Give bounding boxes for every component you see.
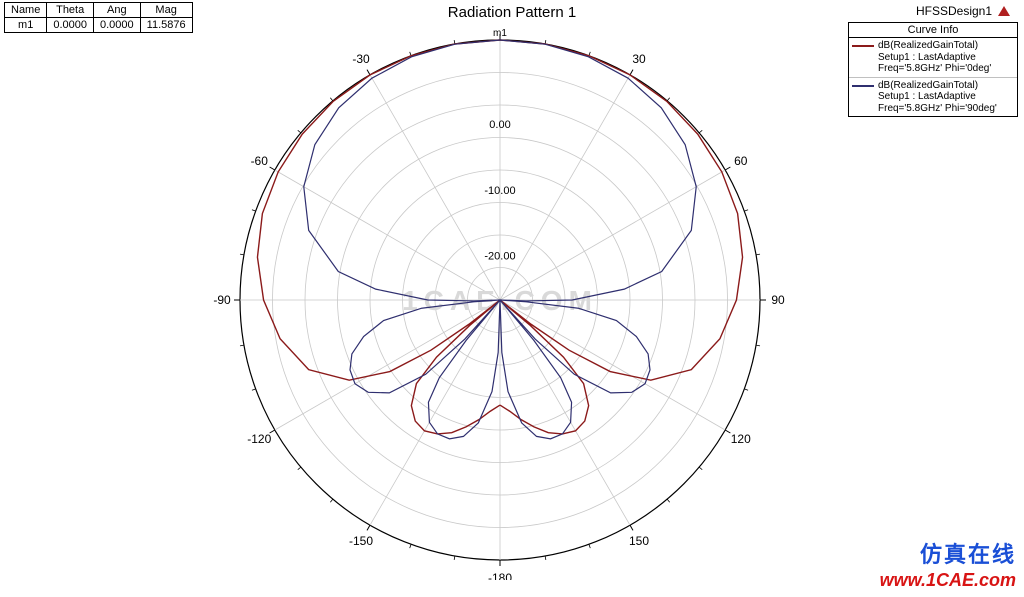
- watermark-url: www.1CAE.com: [880, 570, 1016, 591]
- legend-text: dB(RealizedGainTotal)Setup1 : LastAdapti…: [878, 80, 997, 115]
- marker-table-cell: 0.0000: [94, 18, 141, 33]
- legend-title: Curve Info: [849, 23, 1017, 38]
- legend-item: dB(RealizedGainTotal)Setup1 : LastAdapti…: [849, 38, 1017, 78]
- svg-text:150: 150: [629, 534, 649, 548]
- svg-text:-150: -150: [349, 534, 373, 548]
- marker-table-header: Ang: [94, 3, 141, 18]
- svg-text:-20.00: -20.00: [484, 250, 515, 262]
- marker-table-cell: 0.0000: [47, 18, 94, 33]
- legend-item: dB(RealizedGainTotal)Setup1 : LastAdapti…: [849, 78, 1017, 117]
- legend-swatch: [852, 85, 874, 87]
- svg-text:-60: -60: [251, 154, 269, 168]
- curve-info-legend: Curve Info dB(RealizedGainTotal)Setup1 :…: [848, 22, 1018, 117]
- svg-text:30: 30: [632, 52, 646, 66]
- marker-table-header: Mag: [140, 3, 192, 18]
- svg-text:120: 120: [731, 432, 751, 446]
- marker-table-header: Name: [5, 3, 47, 18]
- design-indicator-icon: [998, 6, 1010, 16]
- polar-chart: -180-150-120-90-60-303060901201501CAE.CO…: [190, 20, 810, 580]
- marker-table-header: Theta: [47, 3, 94, 18]
- svg-text:m1: m1: [493, 28, 507, 39]
- marker-table-row: m10.00000.000011.5876: [5, 18, 193, 33]
- svg-text:90: 90: [771, 293, 785, 307]
- marker-table-cell: m1: [5, 18, 47, 33]
- watermark-text: 仿真在线: [920, 537, 1016, 569]
- design-name-label: HFSSDesign1: [916, 4, 992, 18]
- svg-text:-120: -120: [247, 432, 271, 446]
- svg-text:-30: -30: [352, 52, 370, 66]
- svg-text:-180: -180: [488, 571, 512, 580]
- marker-table: NameThetaAngMag m10.00000.000011.5876: [4, 2, 193, 33]
- svg-text:0.00: 0.00: [489, 119, 510, 131]
- svg-text:-10.00: -10.00: [484, 185, 515, 197]
- legend-text: dB(RealizedGainTotal)Setup1 : LastAdapti…: [878, 40, 991, 75]
- legend-swatch: [852, 45, 874, 47]
- svg-text:-90: -90: [213, 293, 231, 307]
- marker-table-cell: 11.5876: [140, 18, 192, 33]
- svg-text:60: 60: [734, 154, 748, 168]
